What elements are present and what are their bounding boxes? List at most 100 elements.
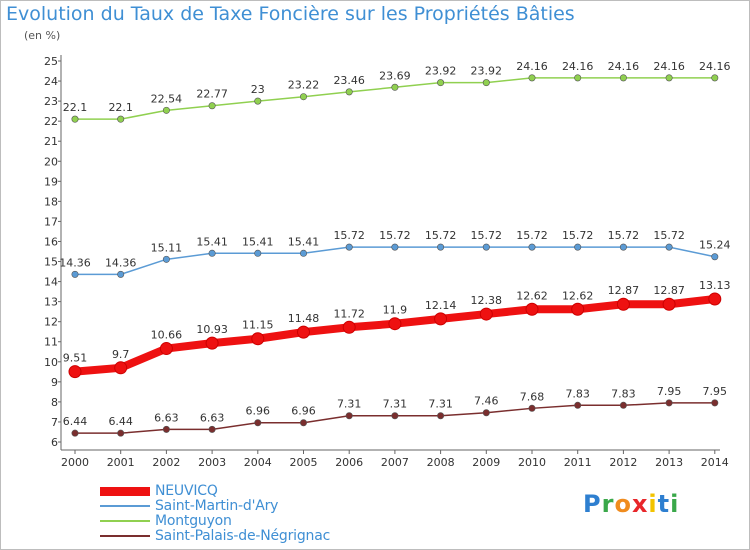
data-point — [254, 97, 262, 105]
data-point — [208, 425, 216, 433]
x-tick-label: 2011 — [564, 456, 592, 469]
data-label: 15.41 — [288, 235, 320, 248]
data-label: 12.14 — [425, 299, 457, 312]
data-label: 24.16 — [699, 60, 731, 73]
data-label: 22.77 — [196, 88, 228, 101]
data-label: 23.92 — [471, 65, 503, 78]
data-label: 7.95 — [703, 385, 728, 398]
x-tick-label: 2012 — [609, 456, 637, 469]
data-label: 7.31 — [383, 398, 408, 411]
x-tick-label: 2004 — [244, 456, 272, 469]
x-tick-label: 2010 — [518, 456, 546, 469]
data-point — [391, 412, 399, 420]
data-point — [437, 412, 445, 420]
y-tick-label: 11 — [44, 336, 58, 349]
data-point — [528, 243, 536, 251]
data-point — [391, 243, 399, 251]
y-tick-label: 16 — [44, 235, 58, 248]
data-label: 23.46 — [333, 74, 365, 87]
x-tick-label: 2002 — [152, 456, 180, 469]
data-point — [299, 249, 307, 257]
data-point — [251, 332, 265, 346]
logo-letter: o — [614, 490, 632, 518]
data-point — [297, 325, 310, 339]
data-label: 15.72 — [425, 229, 457, 242]
data-label: 15.24 — [699, 239, 731, 252]
data-label: 22.1 — [108, 101, 133, 114]
data-label: 7.83 — [565, 387, 590, 400]
x-tick-label: 2003 — [198, 456, 226, 469]
data-label: 12.62 — [516, 289, 548, 302]
data-point — [208, 249, 216, 257]
y-tick-label: 10 — [44, 356, 58, 369]
x-tick-label: 2008 — [427, 456, 455, 469]
legend-item: NEUVICQ — [100, 483, 400, 499]
data-label: 15.72 — [608, 229, 640, 242]
y-tick-label: 21 — [44, 135, 58, 148]
data-point — [482, 79, 490, 87]
data-label: 7.95 — [657, 385, 682, 398]
data-point — [391, 83, 399, 91]
data-label: 23 — [251, 83, 265, 96]
data-point — [159, 342, 173, 356]
data-label: 10.66 — [151, 329, 183, 342]
data-point — [619, 401, 627, 409]
data-label: 11.15 — [242, 319, 274, 332]
chart-title: Evolution du Taux de Taxe Foncière sur l… — [6, 3, 575, 25]
data-point — [711, 74, 719, 82]
data-label: 15.41 — [242, 235, 274, 248]
data-point — [711, 253, 719, 261]
data-label: 12.87 — [653, 284, 685, 297]
data-label: 15.41 — [196, 235, 228, 248]
data-point — [345, 412, 353, 420]
data-point — [479, 307, 493, 321]
data-point — [208, 102, 216, 110]
data-point — [205, 336, 219, 350]
data-label: 7.83 — [611, 387, 636, 400]
y-tick-label: 17 — [44, 215, 58, 228]
data-label: 14.36 — [105, 256, 137, 269]
legend-label: Saint-Martin-d'Ary — [155, 498, 279, 514]
data-point — [117, 115, 125, 123]
y-tick-label: 13 — [44, 296, 58, 309]
data-point — [254, 419, 262, 427]
data-label: 9.51 — [63, 352, 88, 365]
data-label: 13.13 — [699, 279, 731, 292]
data-point — [665, 74, 673, 82]
data-label: 23.92 — [425, 65, 457, 78]
data-point — [71, 115, 79, 123]
legend-label: Montguyon — [155, 513, 232, 529]
y-unit-label: (en %) — [24, 29, 61, 42]
data-label: 7.31 — [337, 398, 362, 411]
x-tick-label: 2006 — [335, 456, 363, 469]
data-point — [345, 88, 353, 96]
legend-item: Montguyon — [100, 513, 400, 529]
data-label: 6.96 — [246, 405, 271, 418]
y-tick-label: 7 — [51, 416, 58, 429]
data-label: 7.68 — [520, 390, 545, 403]
x-tick-label: 2014 — [701, 456, 729, 469]
data-point — [574, 401, 582, 409]
data-point — [665, 399, 673, 407]
logo-letter: x — [631, 490, 649, 518]
y-tick-label: 23 — [44, 95, 58, 108]
data-point — [711, 399, 719, 407]
data-point — [437, 79, 445, 87]
data-label: 7.46 — [474, 395, 499, 408]
data-label: 12.38 — [471, 294, 503, 307]
data-point — [299, 419, 307, 427]
data-point — [162, 106, 170, 114]
data-label: 24.16 — [608, 60, 640, 73]
data-label: 12.62 — [562, 289, 594, 302]
data-point — [162, 255, 170, 263]
data-label: 15.72 — [379, 229, 411, 242]
legend-swatch — [100, 505, 150, 507]
data-label: 12.87 — [608, 284, 640, 297]
data-label: 24.16 — [516, 60, 548, 73]
data-label: 11.72 — [333, 307, 365, 320]
data-label: 6.63 — [154, 411, 179, 424]
data-point — [117, 270, 125, 278]
data-point — [117, 429, 125, 437]
data-label: 15.72 — [471, 229, 503, 242]
